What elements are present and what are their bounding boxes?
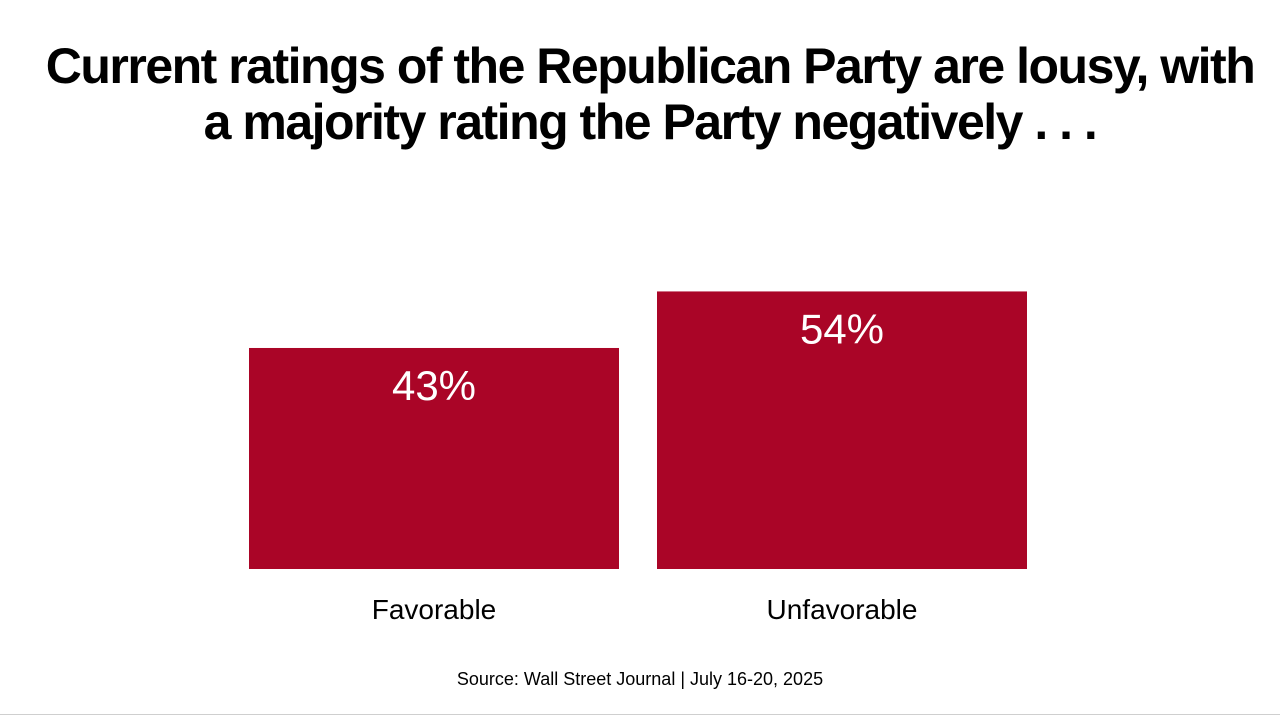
bottom-divider	[0, 714, 1280, 715]
data-label-unfavorable: 54%	[800, 305, 884, 352]
slide-title-line-1: Current ratings of the Republican Party …	[45, 38, 1256, 94]
category-label-favorable: Favorable	[372, 594, 497, 625]
bar-unfavorable	[657, 291, 1027, 569]
category-label-unfavorable: Unfavorable	[767, 594, 918, 625]
source-note: Source: Wall Street Journal | July 16-20…	[456, 669, 824, 689]
bar-favorable	[249, 347, 619, 569]
slide-title: Current ratings of the Republican Party …	[40, 38, 1260, 150]
data-label-favorable: 43%	[392, 362, 476, 409]
slide-title-line-2: a majority rating the Party negatively .…	[203, 94, 1098, 150]
